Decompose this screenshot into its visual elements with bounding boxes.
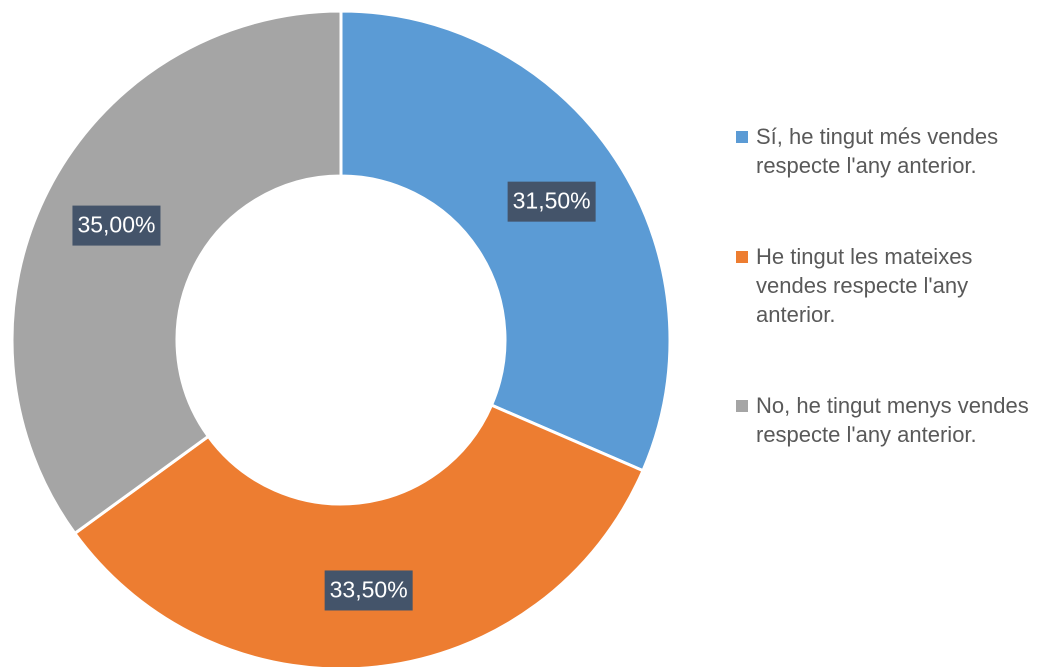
data-label: 31,50% (513, 188, 591, 214)
legend-label: Sí, he tingut més vendes respecte l'any … (756, 124, 999, 178)
legend-entry: No, he tingut menys vendes respecte l'an… (736, 391, 1041, 449)
data-label: 35,00% (77, 212, 155, 238)
data-label: 33,50% (330, 577, 408, 603)
donut-slice (72, 403, 645, 667)
legend-entry: Sí, he tingut més vendes respecte l'any … (736, 122, 1041, 180)
legend-label: No, he tingut menys vendes respecte l'an… (756, 393, 1029, 447)
data-label-group: 35,00% (72, 205, 161, 246)
donut-slice (10, 9, 343, 536)
legend: Sí, he tingut més vendes respecte l'any … (736, 122, 1041, 511)
legend-entry: He tingut les mateixes vendes respecte l… (736, 242, 1041, 329)
data-label-box (507, 181, 596, 222)
legend-swatch (736, 400, 748, 412)
donut-slice (339, 9, 672, 473)
data-label-group: 31,50% (507, 181, 596, 222)
data-label-group: 33,50% (324, 570, 413, 611)
legend-label: He tingut les mateixes vendes respecte l… (756, 244, 973, 327)
legend-swatch (736, 131, 748, 143)
data-label-box (72, 205, 161, 246)
legend-swatch (736, 251, 748, 263)
data-label-box (324, 570, 413, 611)
